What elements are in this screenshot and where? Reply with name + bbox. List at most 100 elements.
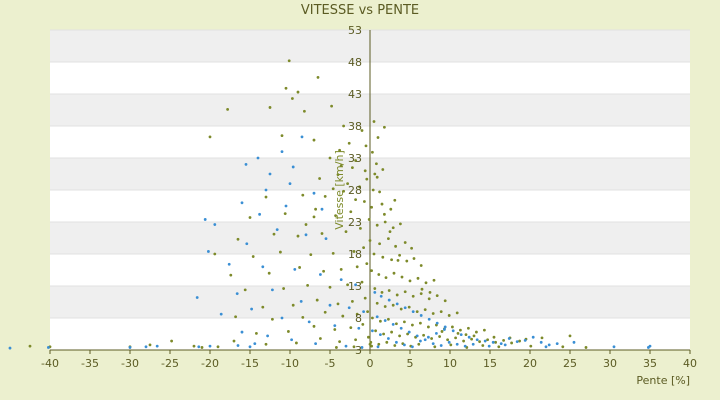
data-point-olive — [229, 273, 233, 277]
data-point-olive — [375, 162, 378, 166]
data-point-olive — [492, 335, 496, 339]
data-point-olive — [371, 150, 374, 154]
data-point-blue — [312, 191, 316, 195]
data-point-olive — [388, 230, 392, 234]
data-point-olive — [331, 251, 335, 255]
data-point-blue — [227, 262, 231, 266]
data-point-blue — [47, 346, 50, 349]
data-point-olive — [561, 345, 565, 349]
data-point-olive — [406, 332, 409, 336]
y-tick-label: 33 — [348, 152, 362, 165]
data-point-blue — [208, 344, 212, 348]
data-point-olive — [395, 293, 399, 297]
data-point-blue — [483, 339, 487, 343]
data-point-olive — [291, 97, 294, 100]
data-point-olive — [454, 336, 457, 340]
data-point-blue — [288, 182, 292, 186]
data-point-olive — [424, 281, 428, 285]
data-point-olive — [382, 332, 385, 336]
data-point-olive — [283, 212, 287, 216]
data-point-olive — [306, 283, 309, 287]
data-point-olive — [261, 305, 265, 309]
data-point-olive — [363, 296, 367, 300]
data-point-olive — [384, 276, 388, 280]
data-point-blue — [383, 319, 387, 322]
data-point-blue — [371, 329, 374, 333]
data-point-olive — [216, 345, 220, 349]
data-point-blue — [128, 346, 132, 349]
data-point-olive — [331, 187, 335, 191]
data-point-olive — [410, 246, 413, 250]
data-point-blue — [307, 320, 311, 324]
data-point-olive — [411, 323, 414, 327]
data-point-olive — [354, 198, 357, 202]
data-point-olive — [355, 265, 359, 269]
data-point-olive — [417, 342, 421, 346]
x-tick-label: -35 — [81, 357, 99, 370]
data-point-olive — [390, 258, 393, 262]
x-tick-label: 5 — [407, 357, 414, 370]
data-point-olive — [456, 331, 460, 335]
axes — [49, 30, 691, 354]
data-point-olive — [248, 216, 252, 219]
data-point-olive — [365, 262, 369, 265]
data-point-olive — [365, 177, 369, 181]
data-point-blue — [423, 338, 427, 342]
data-point-olive — [344, 230, 348, 234]
data-point-blue — [304, 233, 308, 237]
y-tick-label: 3 — [355, 344, 362, 357]
data-point-olive — [334, 214, 337, 218]
data-point-olive — [355, 312, 359, 316]
data-point-blue — [256, 156, 260, 160]
data-point-olive — [251, 255, 255, 258]
data-point-olive — [467, 326, 470, 330]
data-point-olive — [342, 189, 345, 193]
data-point-blue — [387, 298, 391, 302]
data-point-blue — [248, 345, 252, 349]
data-point-blue — [362, 310, 365, 313]
data-point-olive — [371, 316, 374, 320]
data-point-blue — [213, 223, 217, 226]
data-point-blue — [447, 340, 451, 344]
data-point-olive — [346, 182, 349, 186]
data-point-blue — [324, 237, 328, 241]
data-point-olive — [291, 303, 295, 307]
data-point-olive — [393, 344, 397, 347]
data-point-blue — [427, 335, 430, 339]
data-point-olive — [315, 298, 319, 302]
data-point-blue — [499, 342, 503, 345]
data-point-blue — [240, 330, 244, 334]
data-point-olive — [435, 294, 439, 297]
data-point-olive — [405, 259, 409, 263]
data-point-blue — [547, 343, 551, 347]
data-point-olive — [338, 340, 341, 344]
x-tick-label: 40 — [683, 357, 697, 370]
data-point-olive — [364, 144, 368, 148]
data-point-blue — [455, 342, 459, 346]
x-tick-label: -5 — [325, 357, 336, 370]
data-point-olive — [373, 172, 377, 176]
data-point-olive — [208, 135, 212, 139]
data-point-blue — [344, 344, 348, 348]
data-point-blue — [261, 265, 265, 269]
data-point-blue — [258, 212, 261, 216]
data-point-blue — [373, 291, 377, 294]
data-point-olive — [352, 345, 356, 349]
data-point-blue — [314, 342, 317, 345]
x-tick-label: -15 — [241, 357, 259, 370]
data-point-blue — [207, 250, 210, 253]
data-point-olive — [347, 141, 351, 145]
data-point-blue — [379, 333, 382, 337]
x-tick-label: -20 — [201, 357, 219, 370]
data-point-olive — [370, 344, 373, 348]
data-point-olive — [358, 185, 361, 189]
data-point-blue — [360, 346, 364, 349]
data-point-olive — [383, 212, 386, 216]
data-point-olive — [398, 334, 401, 338]
data-point-olive — [295, 341, 298, 345]
data-point-olive — [529, 344, 533, 348]
data-point-olive — [296, 90, 300, 94]
data-point-olive — [381, 255, 385, 259]
x-tick-label: 30 — [603, 357, 617, 370]
